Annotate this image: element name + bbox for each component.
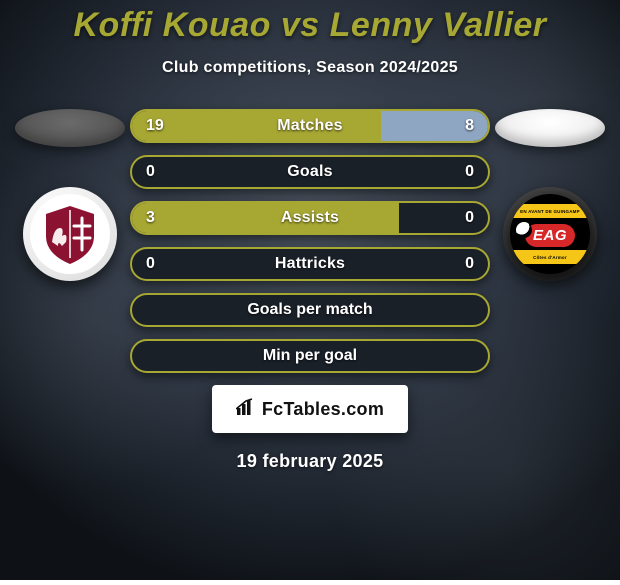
soccer-ball-icon (516, 222, 532, 238)
right-player-col: EN AVANT DE GUINGAMP EAG Côtes d'Armor (490, 109, 610, 373)
bar-chart-icon (236, 398, 256, 421)
stat-label: Matches (132, 111, 488, 141)
left-club-badge (23, 187, 117, 281)
eag-bottom-band: Côtes d'Armor (510, 250, 590, 264)
stat-label: Assists (132, 203, 488, 233)
fc-metz-logo-icon (30, 194, 110, 274)
left-player-col (10, 109, 130, 373)
stat-bar-min-per-goal: Min per goal (130, 339, 490, 373)
stat-label: Min per goal (263, 347, 357, 365)
left-player-avatar (15, 109, 125, 147)
stat-bar-hattricks: 0 0 Hattricks (130, 247, 490, 281)
page-title: Koffi Kouao vs Lenny Vallier (73, 6, 546, 45)
eag-acronym: EAG (525, 224, 575, 247)
eag-top-band: EN AVANT DE GUINGAMP (510, 204, 590, 218)
stat-bar-goals: 0 0 Goals (130, 155, 490, 189)
comparison-row: 19 8 Matches 0 0 Goals 3 0 Assists (0, 109, 620, 373)
right-player-avatar (495, 109, 605, 147)
stat-label: Hattricks (132, 249, 488, 279)
stat-bar-assists: 3 0 Assists (130, 201, 490, 235)
stat-bar-matches: 19 8 Matches (130, 109, 490, 143)
ea-guingamp-logo-icon: EN AVANT DE GUINGAMP EAG Côtes d'Armor (510, 194, 590, 274)
stat-label: Goals per match (247, 301, 372, 319)
stat-bar-goals-per-match: Goals per match (130, 293, 490, 327)
page-subtitle: Club competitions, Season 2024/2025 (162, 59, 458, 77)
date-label: 19 february 2025 (237, 451, 384, 472)
right-club-badge: EN AVANT DE GUINGAMP EAG Côtes d'Armor (503, 187, 597, 281)
stat-label: Goals (132, 157, 488, 187)
fctables-label: FcTables.com (262, 399, 384, 420)
eag-bottom-text: Côtes d'Armor (533, 255, 567, 260)
stats-column: 19 8 Matches 0 0 Goals 3 0 Assists (130, 109, 490, 373)
eag-top-text: EN AVANT DE GUINGAMP (520, 209, 580, 214)
fctables-link[interactable]: FcTables.com (212, 385, 408, 433)
